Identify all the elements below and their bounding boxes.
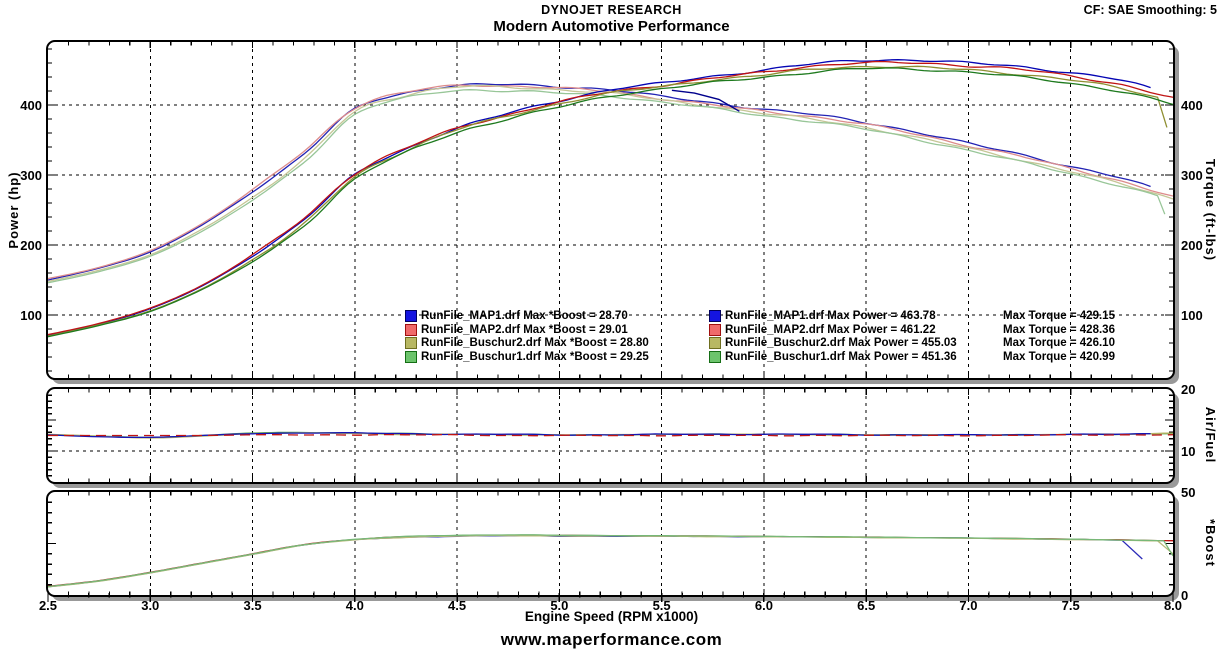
legend-row-power-torque: RunFile_Buschur2.drf Max Power = 455.03 M… xyxy=(709,336,1115,350)
legend-max-power-text: RunFile_Buschur1.drf Max Power = 451.36 xyxy=(725,350,957,363)
x-axis-tick-strip xyxy=(47,593,1174,602)
website-footer: www.maperformance.com xyxy=(500,630,723,649)
page-title: Modern Automotive Performance xyxy=(493,18,730,35)
power-torque-plot xyxy=(48,42,1173,378)
legend-max-power-text: RunFile_MAP1.drf Max Power = 463.78 xyxy=(725,309,936,322)
run-color-swatch xyxy=(405,323,417,336)
legend-row-boost: RunFile_Buschur2.drf Max *Boost = 28.80 xyxy=(405,336,649,350)
power-tick-label: 300 xyxy=(20,168,42,183)
legend-row-boost: RunFile_MAP1.drf Max *Boost = 28.70 xyxy=(405,309,649,323)
correction-smoothing-info: CF: SAE Smoothing: 5 xyxy=(1083,3,1217,17)
air-fuel-tick-label: 10 xyxy=(1181,444,1196,459)
air-fuel-panel xyxy=(46,387,1175,484)
x-tick-label: 6.5 xyxy=(857,598,876,613)
power-tick-label: 100 xyxy=(20,308,42,323)
torque-tick-label: 100 xyxy=(1181,308,1203,323)
curve-map1-torque xyxy=(48,83,1151,281)
legend-max-power-text: RunFile_MAP2.drf Max Power = 461.22 xyxy=(725,323,936,336)
legend-max-torque-text: Max Torque = 429.15 xyxy=(1003,309,1115,322)
boost-tick-label: 50 xyxy=(1181,485,1196,500)
legend-boost-text: RunFile_Buschur2.drf Max *Boost = 28.80 xyxy=(421,337,649,350)
curve-buschur2-power xyxy=(48,65,1168,337)
torque-axis-title: Torque (ft-lbs) xyxy=(1203,158,1218,262)
run-color-swatch xyxy=(405,309,417,322)
legend-row-power-torque: RunFile_MAP2.drf Max Power = 461.22 Max T… xyxy=(709,323,1115,337)
legend-row-power-torque: RunFile_MAP1.drf Max Power = 463.78 Max T… xyxy=(709,309,1115,323)
curve-map1-power xyxy=(48,59,1151,336)
boost-panel xyxy=(46,490,1175,597)
curve-map2-af xyxy=(48,433,1173,437)
curve-buschur2-boost xyxy=(48,534,1173,588)
air-fuel-plot xyxy=(48,389,1173,482)
run-color-swatch xyxy=(405,350,417,363)
boost-plot xyxy=(48,492,1173,595)
curve-buschur1-boost xyxy=(48,534,1173,588)
x-tick-label: 3.0 xyxy=(141,598,160,613)
legend-max-torque-text: Max Torque = 428.36 xyxy=(1003,323,1115,336)
curve-partial-run-segment xyxy=(671,89,740,112)
x-tick-label: 4.0 xyxy=(345,598,364,613)
run-color-swatch xyxy=(709,350,721,363)
torque-tick-label: 400 xyxy=(1181,98,1203,113)
legend-boost-text: RunFile_MAP2.drf Max *Boost = 29.01 xyxy=(421,323,628,336)
x-tick-label: 2.5 xyxy=(38,598,58,613)
legend-row-boost: RunFile_MAP2.drf Max *Boost = 29.01 xyxy=(405,323,649,337)
run-color-swatch xyxy=(709,323,721,336)
legend-max-torque-text: Max Torque = 420.99 xyxy=(1003,350,1115,363)
legend-boost-text: RunFile_Buschur1.drf Max *Boost = 29.25 xyxy=(421,350,649,363)
curve-buschur1-torque xyxy=(48,89,1166,284)
legend-max-boost-block: RunFile_MAP1.drf Max *Boost = 28.70 RunFi… xyxy=(405,309,649,364)
legend-max-power-torque-block: RunFile_MAP1.drf Max Power = 463.78 Max T… xyxy=(709,309,1115,364)
x-tick-label: 7.0 xyxy=(959,598,978,613)
x-tick-label: 3.5 xyxy=(243,598,262,613)
curve-map1-af xyxy=(48,431,1151,439)
x-tick-label: 4.5 xyxy=(448,598,467,613)
curve-buschur2-torque xyxy=(48,84,1173,283)
legend-boost-text: RunFile_MAP1.drf Max *Boost = 28.70 xyxy=(421,309,628,322)
power-tick-label: 400 xyxy=(20,98,42,113)
curve-map2-power xyxy=(48,60,1173,336)
torque-tick-label: 300 xyxy=(1181,168,1203,183)
legend-row-power-torque: RunFile_Buschur1.drf Max Power = 451.36 M… xyxy=(709,350,1115,364)
x-tick-label: 5.0 xyxy=(550,598,569,613)
curve-map2-torque xyxy=(48,84,1173,280)
torque-tick-label: 200 xyxy=(1181,238,1203,253)
run-color-swatch xyxy=(709,309,721,322)
curve-buschur1-power xyxy=(48,67,1173,338)
power-axis-title: Power (hp) xyxy=(6,171,21,249)
brand-title: DYNOJET RESEARCH xyxy=(541,3,682,17)
legend-row-boost: RunFile_Buschur1.drf Max *Boost = 29.25 xyxy=(405,350,649,364)
x-tick-label: 6.0 xyxy=(754,598,773,613)
x-tick-label: 5.5 xyxy=(652,598,671,613)
boost-tick-label: 0 xyxy=(1181,588,1189,603)
legend-max-torque-text: Max Torque = 426.10 xyxy=(1003,337,1115,350)
x-tick-label: 7.5 xyxy=(1061,598,1080,613)
legend-max-power-text: RunFile_Buschur2.drf Max Power = 455.03 xyxy=(725,337,957,350)
run-color-swatch xyxy=(709,337,721,350)
x-tick-label: 8.0 xyxy=(1163,598,1183,613)
air-fuel-tick-label: 20 xyxy=(1181,382,1196,397)
power-tick-label: 200 xyxy=(20,238,42,253)
power-torque-panel xyxy=(46,40,1175,380)
engine-speed-axis-title: Engine Speed (RPM x1000) xyxy=(524,609,699,624)
run-color-swatch xyxy=(405,337,417,350)
